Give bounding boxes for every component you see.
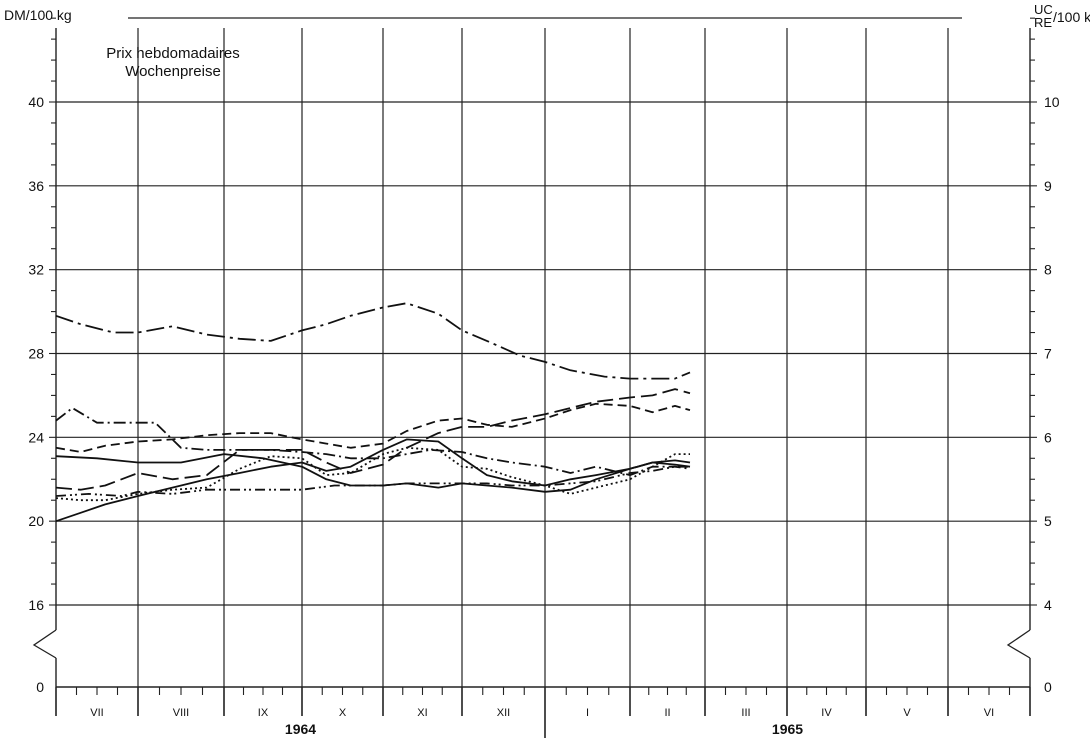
series-line-5: [55, 388, 691, 491]
grid: [56, 28, 1030, 687]
series-line-4: [55, 453, 691, 493]
month-label: VI: [984, 707, 994, 719]
axes: [32, 17, 1037, 738]
series-line-3: [55, 402, 691, 453]
month-label: XI: [417, 707, 427, 719]
left-tick-label: 28: [28, 346, 44, 362]
left-tick-label: 36: [28, 178, 44, 194]
right-unit-suffix: /100 kg: [1053, 9, 1090, 25]
left-axis-break: [32, 629, 57, 659]
right-tick-label: 4: [1044, 597, 1052, 613]
right-tick-label: 5: [1044, 513, 1052, 529]
month-label: VIII: [173, 707, 190, 719]
left-tick-label: 16: [28, 597, 44, 613]
month-label: I: [586, 707, 589, 719]
right-unit-bottom: RE: [1034, 15, 1052, 30]
left-tick-label: 40: [28, 94, 44, 110]
chart-title-line1: Prix hebdomadaires: [106, 45, 239, 62]
month-label: V: [903, 707, 911, 719]
series-line-1: [55, 302, 691, 380]
series-line-8: [55, 438, 691, 523]
month-label: III: [741, 707, 750, 719]
chart-title-line2: Wochenpreise: [125, 63, 221, 80]
series-lines: [55, 302, 691, 523]
right-unit-top: UC: [1034, 2, 1053, 17]
right-tick-label: 7: [1044, 346, 1052, 362]
right-tick-label: 10: [1044, 94, 1060, 110]
right-axis-break: [1006, 629, 1031, 659]
year-label: 1965: [772, 721, 803, 737]
month-label: X: [339, 707, 347, 719]
left-unit-label: DM/100 kg: [4, 7, 72, 23]
right-tick-label: 6: [1044, 429, 1052, 445]
left-tick-label: 24: [28, 429, 44, 445]
left-tick-label: 20: [28, 513, 44, 529]
left-tick-label: 32: [28, 262, 44, 278]
year-label: 1964: [285, 721, 316, 737]
right-tick-label: 8: [1044, 262, 1052, 278]
month-label: XII: [497, 707, 510, 719]
month-label: IV: [821, 707, 832, 719]
series-line-7: [55, 465, 690, 497]
right-tick-label: 9: [1044, 178, 1052, 194]
left-tick-label: 0: [36, 679, 44, 695]
month-label: IX: [258, 707, 269, 719]
series-line-2: [55, 407, 691, 476]
right-tick-label: 0: [1044, 679, 1052, 695]
month-label: VII: [90, 707, 103, 719]
series-line-6: [55, 446, 690, 502]
month-label: II: [664, 707, 670, 719]
